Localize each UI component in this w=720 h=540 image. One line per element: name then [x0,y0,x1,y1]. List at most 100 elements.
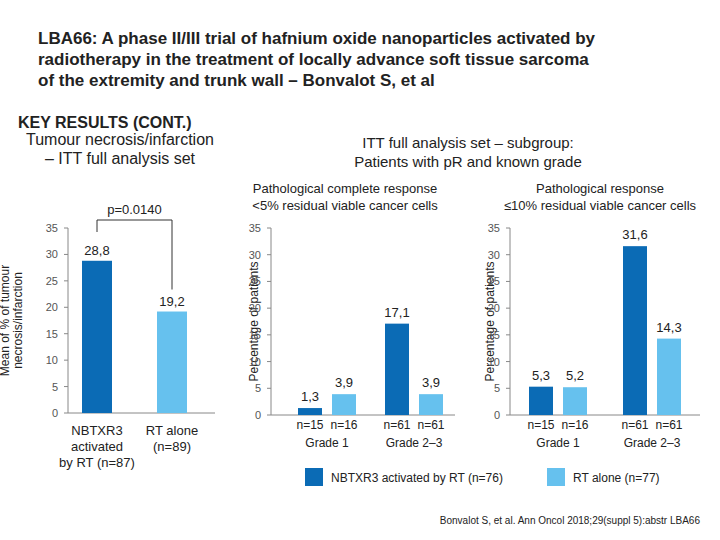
y-tick-label: 5 [255,382,261,394]
y-tick-label: 30 [46,248,58,260]
chart-title-line: – ITT full analysis set [45,150,196,167]
y-tick [506,361,510,362]
bar [657,339,681,415]
y-tick [64,413,68,414]
x-tick-label: Grade 2–3 [624,436,681,450]
y-axis-label-line: necrosis/infarction [11,272,25,369]
legend: NBTXR3 activated by RT (n=76)RT alone (n… [305,468,660,486]
y-tick [506,281,510,282]
y-tick-label: 35 [488,222,500,234]
y-tick-label: 10 [249,356,261,368]
data-label: 17,1 [384,305,409,320]
subgroup-header: ITT full analysis set – subgroup:Patient… [354,134,582,170]
x-tick-label: Grade 2–3 [386,436,443,450]
y-tick-label: 0 [255,409,261,421]
bar [529,387,553,415]
n-label: n=16 [330,418,357,432]
y-tick-label: 20 [249,302,261,314]
y-axis-label: Mean of % of tumournecrosis/infarction [0,265,25,376]
y-tick-label: 25 [46,275,58,287]
y-tick [64,333,68,334]
y-tick-label: 30 [488,249,500,261]
y-tick-label: 10 [46,354,58,366]
y-tick [267,361,271,362]
y-tick [64,254,68,255]
subgroup-header-line: ITT full analysis set – subgroup: [362,134,574,151]
n-label: n=61 [621,418,648,432]
x-tick-label-line: NBTXR3 [71,423,122,438]
y-tick-label: 35 [249,222,261,234]
x-tick-label-line: RT alone [146,423,198,438]
y-tick [267,415,271,416]
chart-title-line: Tumour necrosis/infarction [26,131,214,148]
citation: Bonvalot S, et al. Ann Oncol 2018;29(sup… [440,515,701,526]
data-label: 5,2 [566,368,584,383]
p-value: p=0.0140 [107,202,162,217]
y-tick [267,228,271,229]
y-tick-label: 15 [488,329,500,341]
legend-label: RT alone (n=77) [573,471,660,485]
x-tick-label: RT alone(n=89) [146,423,198,454]
chart-title-line: <5% residual viable cancer cells [252,198,438,213]
chart: Pathological response ≤10% residual viabl… [483,181,700,450]
y-tick [506,228,510,229]
y-tick-label: 20 [46,301,58,313]
y-tick-label: 25 [249,275,261,287]
y-tick-label: 5 [52,381,58,393]
data-label: 19,2 [159,294,184,309]
bars [298,324,443,415]
chart: Pathological complete response <5% residu… [247,181,455,450]
chart-title: Pathological complete response <5% residu… [252,181,438,213]
bar [332,394,356,415]
x-tick-label-line: activated [71,439,123,454]
chart-title-line: Pathological response [536,181,664,196]
data-label: 1,3 [301,389,319,404]
y-tick-label: 20 [488,302,500,314]
n-label: n=15 [296,418,323,432]
y-tick [506,308,510,309]
slide-title: LBA66: A phase II/III trial of hafnium o… [38,29,596,90]
data-label: 5,3 [532,368,550,383]
data-label: 3,9 [335,375,353,390]
chart: Tumour necrosis/infarction – ITT full ana… [0,131,215,470]
y-axis [68,228,69,413]
y-tick-label: 15 [46,328,58,340]
data-label: 3,9 [422,375,440,390]
y-tick-label: 35 [46,222,58,234]
bar [157,312,187,413]
y-tick [267,254,271,255]
y-tick-label: 25 [488,275,500,287]
y-axis-label-line: Percentage of patients [247,261,261,381]
slide: LBA66: A phase II/III trial of hafnium o… [0,0,720,540]
y-tick [64,307,68,308]
y-tick [267,308,271,309]
chart-title-line: Pathological complete response [253,181,437,196]
bar [82,261,112,413]
y-tick [64,228,68,229]
chart-title: Pathological response ≤10% residual viabl… [504,181,697,213]
n-label: n=61 [383,418,410,432]
legend-swatch [547,468,565,486]
significance-bracket [97,220,172,290]
data-label: 31,6 [622,227,647,242]
n-label: n=16 [561,418,588,432]
data-label: 28,8 [84,243,109,258]
y-tick [267,334,271,335]
y-tick-label: 10 [488,356,500,368]
y-tick-label: 15 [249,329,261,341]
y-tick [64,280,68,281]
y-tick [267,388,271,389]
chart-title-line: ≤10% residual viable cancer cells [504,198,697,213]
y-tick-label: 30 [249,249,261,261]
x-tick-label: Grade 1 [536,436,580,450]
y-tick [506,415,510,416]
x-tick-label: NBTXR3activatedby RT (n=87) [59,423,135,470]
n-label: n=61 [655,418,682,432]
y-tick [506,388,510,389]
subtitle: KEY RESULTS (CONT.) [18,114,192,131]
y-tick-label: 0 [494,409,500,421]
slide-title-line: of the extremity and trunk wall – Bonval… [38,71,435,90]
n-label: n=15 [527,418,554,432]
bar [385,324,409,415]
y-tick [64,360,68,361]
